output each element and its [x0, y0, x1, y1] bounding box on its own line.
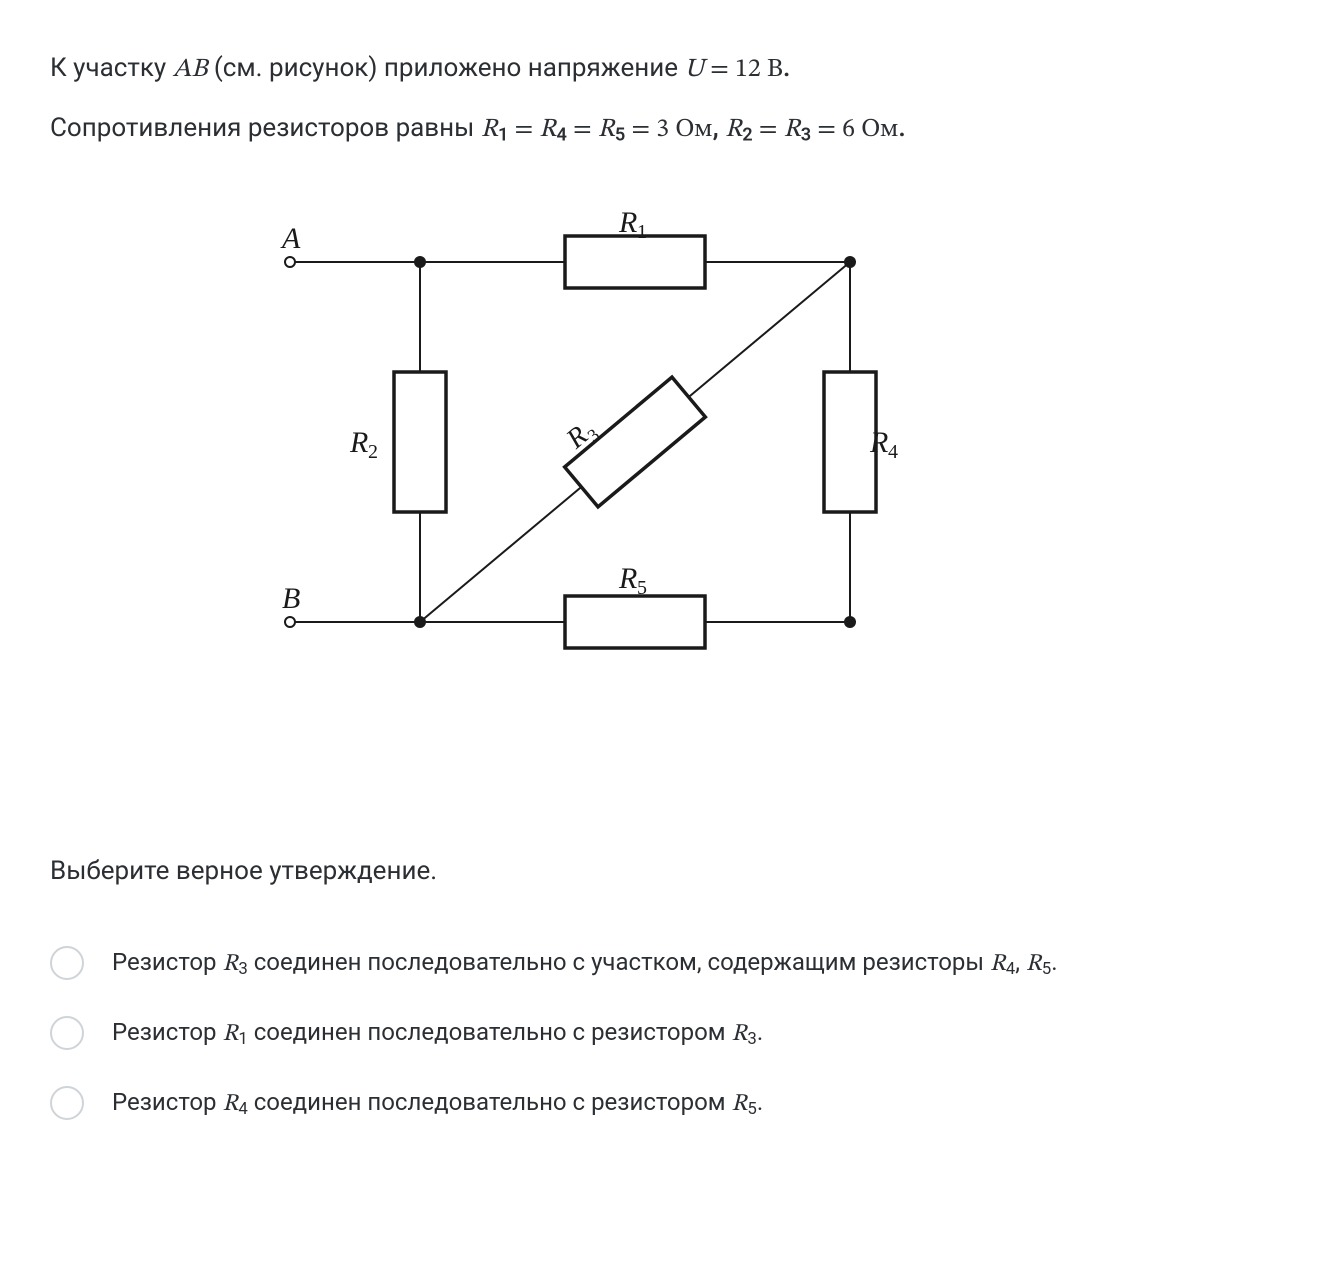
svg-text:R: R	[349, 426, 368, 459]
r: R	[481, 117, 498, 143]
eq: =	[508, 117, 539, 143]
sub: 3	[801, 125, 811, 146]
r: R	[725, 117, 742, 143]
radio-icon[interactable]	[50, 1086, 84, 1120]
comma: ,	[713, 113, 726, 143]
period: .	[898, 113, 905, 143]
problem-line-2: Сопротивления резисторов равны R1 = R4 =…	[50, 106, 1290, 152]
svg-text:R: R	[618, 206, 637, 239]
svg-text:R: R	[869, 426, 888, 459]
svg-text:4: 4	[888, 441, 898, 463]
answer-label: Резистор R3 соединен последовательно с у…	[112, 948, 1058, 979]
radio-icon[interactable]	[50, 1016, 84, 1050]
val: 6 Ом	[842, 117, 898, 143]
svg-text:2: 2	[368, 441, 378, 463]
question-prompt: Выберите верное утверждение.	[50, 856, 1290, 886]
svg-text:5: 5	[637, 577, 647, 599]
answer-option[interactable]: Резистор R1 соединен последовательно с р…	[50, 1016, 1290, 1050]
answer-label: Резистор R4 соединен последовательно с р…	[112, 1088, 763, 1119]
term-ab: AB	[173, 57, 208, 83]
r: R	[784, 117, 801, 143]
sub: 4	[556, 125, 566, 146]
answer-option[interactable]: Резистор R3 соединен последовательно с у…	[50, 946, 1290, 980]
eq: =	[625, 117, 656, 143]
sub: 2	[742, 125, 752, 146]
circuit-svg: ABR1R2R4R5R3	[230, 192, 930, 712]
problem-line-1: К участку AB (см. рисунок) приложено нап…	[50, 46, 1290, 92]
text: (см. рисунок) приложено напряжение	[207, 53, 684, 83]
problem-statement: К участку AB (см. рисунок) приложено нап…	[50, 46, 1290, 152]
circuit-diagram: ABR1R2R4R5R3	[230, 192, 930, 716]
eq: =	[567, 117, 598, 143]
sub: 5	[615, 125, 625, 146]
eq: =	[704, 57, 735, 83]
val: 3 Ом	[656, 117, 712, 143]
svg-text:B: B	[282, 582, 300, 615]
svg-text:1: 1	[637, 221, 647, 243]
svg-text:A: A	[280, 222, 301, 255]
svg-text:R: R	[618, 562, 637, 595]
r: R	[598, 117, 615, 143]
text: К участку	[50, 53, 173, 83]
eq: =	[811, 117, 842, 143]
val-u: 12 В	[735, 57, 783, 83]
r: R	[539, 117, 556, 143]
answer-list: Резистор R3 соединен последовательно с у…	[50, 946, 1290, 1120]
radio-icon[interactable]	[50, 946, 84, 980]
text: Сопротивления резисторов равны	[50, 113, 481, 143]
period: .	[783, 53, 790, 83]
sub: 1	[498, 125, 508, 146]
answer-label: Резистор R1 соединен последовательно с р…	[112, 1018, 763, 1049]
eq: =	[753, 117, 784, 143]
var-u: U	[685, 57, 705, 83]
answer-option[interactable]: Резистор R4 соединен последовательно с р…	[50, 1086, 1290, 1120]
